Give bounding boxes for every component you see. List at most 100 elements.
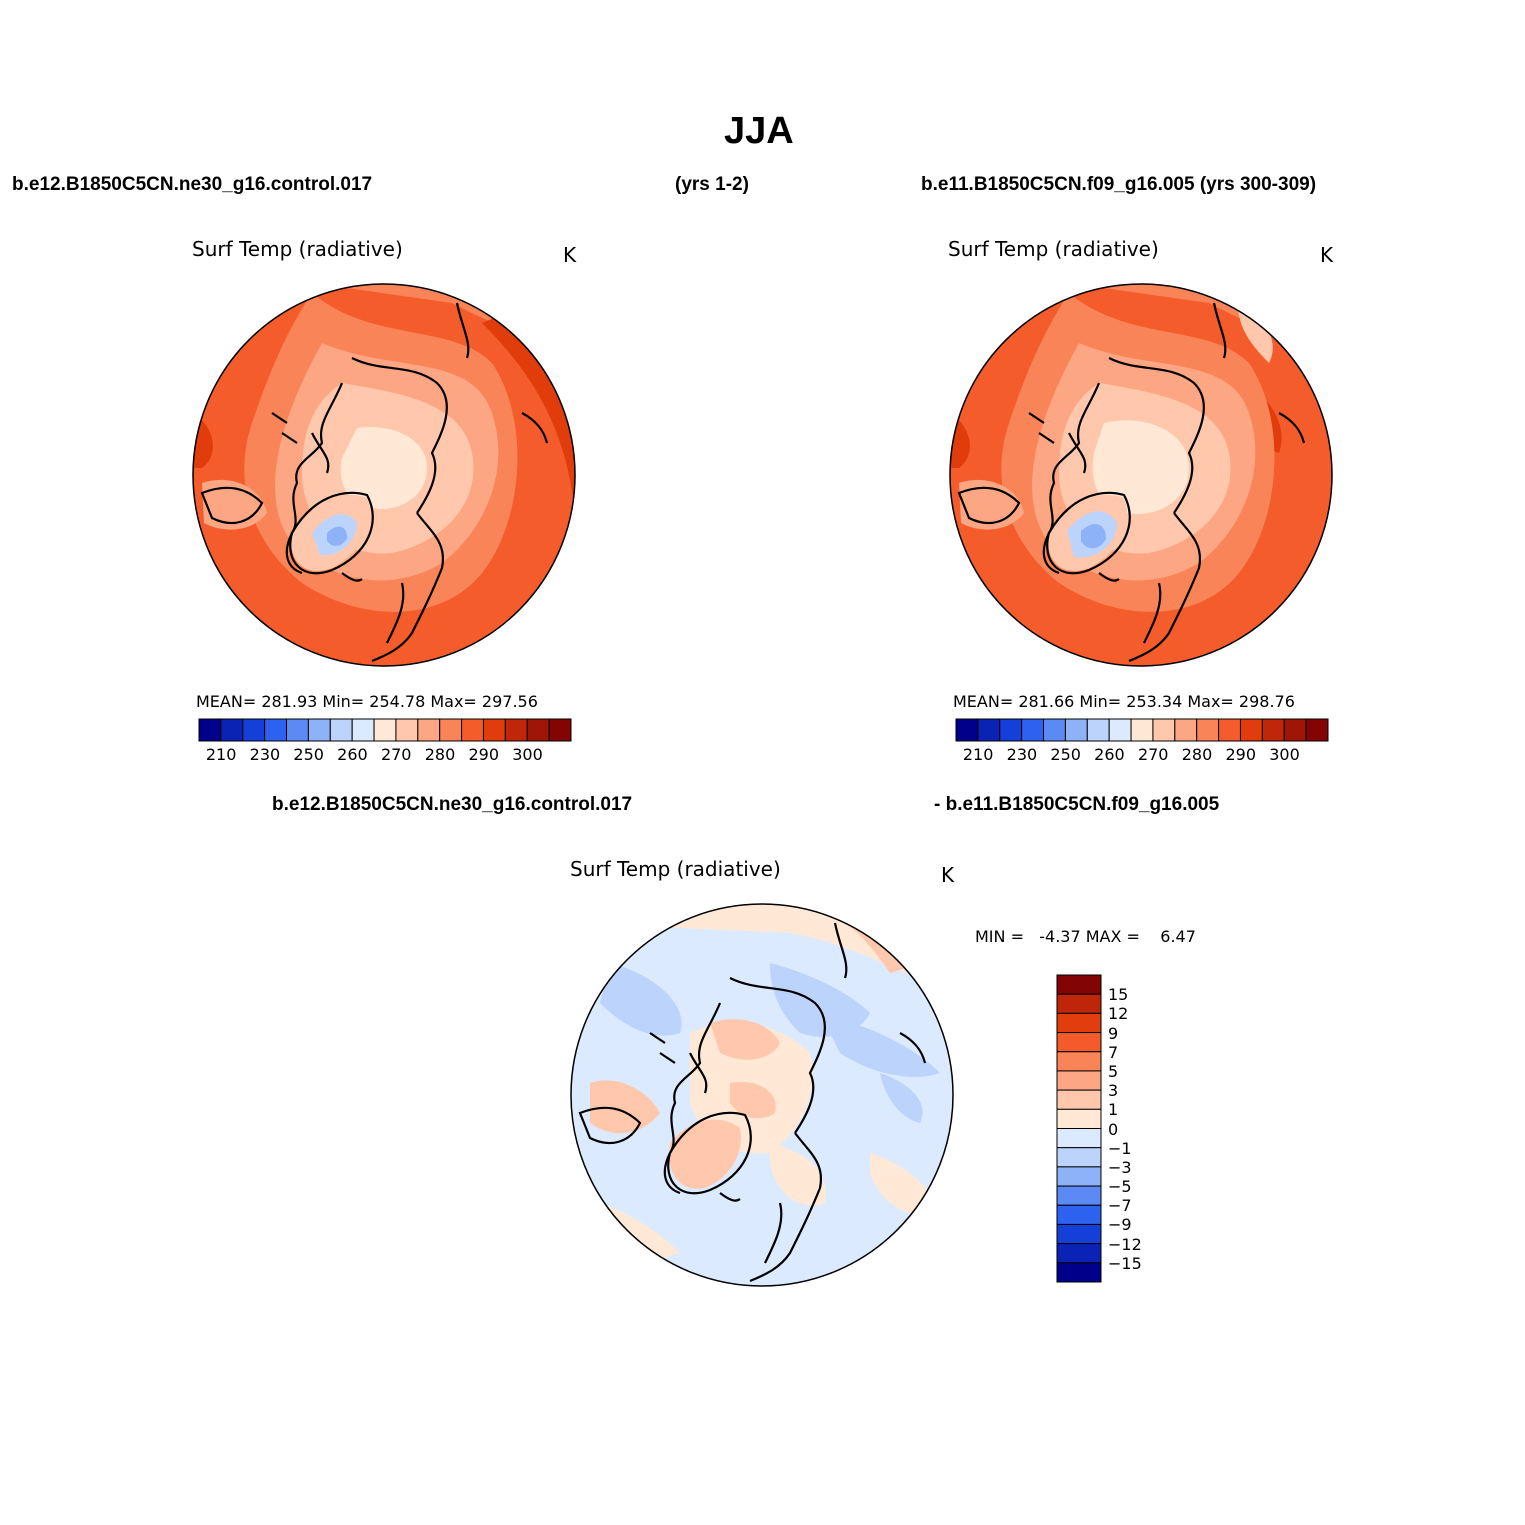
left-colorbar-swatch (198, 718, 222, 742)
diff-map-border (570, 903, 954, 1287)
diff-colorbar-tick-label: 15 (1108, 985, 1129, 1005)
diff-panel-title: Surf Temp (radiative) (570, 857, 781, 881)
left-panel-units: K (563, 243, 577, 267)
right-colorbar-swatch (1021, 718, 1045, 742)
right-colorbar-ticks: 210 230 250 260 270 280 290 300 (956, 745, 1328, 765)
right-colorbar-swatch (1239, 718, 1263, 742)
right-colorbar-swatch (1043, 718, 1066, 742)
left-colorbar-swatch (461, 718, 484, 742)
case-left-years: (yrs 1-2) (675, 174, 749, 195)
right-colorbar-tick-label: 280 (1181, 745, 1213, 764)
left-colorbar-swatch (395, 718, 419, 742)
diff-colorbar-ticks: 15 12 9 7 5 3 1 0 −1 −3 −5 −7 −9 −12 −15 (1108, 975, 1168, 1282)
right-colorbar-swatch (1174, 718, 1198, 742)
diff-panel-units: K (941, 863, 955, 887)
left-colorbar-swatch (526, 718, 550, 742)
diff-colorbar-swatch (1056, 1166, 1102, 1187)
diff-colorbar-tick-label: −1 (1108, 1138, 1132, 1158)
diff-case-right: - b.e11.B1850C5CN.f09_g16.005 (934, 794, 1220, 815)
left-colorbar-tick-label: 270 (380, 745, 412, 764)
diff-colorbar-tick-label: −15 (1108, 1253, 1142, 1273)
right-panel-title: Surf Temp (radiative) (948, 237, 1159, 261)
right-colorbar-swatch (1086, 718, 1110, 742)
diff-colorbar-swatch (1056, 993, 1102, 1014)
left-colorbar-tick-label: 250 (293, 745, 324, 764)
diff-colorbar-swatch (1056, 1051, 1102, 1072)
diff-colorbar-tick-label: 0 (1108, 1119, 1119, 1139)
left-colorbar-swatch (417, 718, 441, 742)
case-right-title: b.e11.B1850C5CN.f09_g16.005 (yrs 300-309… (921, 174, 1317, 195)
right-colorbar-tick-label: 270 (1137, 745, 1169, 764)
left-colorbar-tick-label: 260 (337, 745, 368, 764)
left-colorbar-ticks: 210 230 250 260 270 280 290 300 (199, 745, 571, 765)
left-polar-map (192, 283, 576, 667)
right-colorbar-swatch (999, 718, 1023, 742)
left-panel-title: Surf Temp (radiative) (192, 237, 403, 261)
left-coastlines (200, 302, 549, 663)
left-colorbar-swatch (264, 718, 288, 742)
diff-colorbar-tick-label: −12 (1108, 1234, 1142, 1254)
diff-colorbar-tick-label: −3 (1108, 1157, 1132, 1177)
right-colorbar-tick-label: 250 (1050, 745, 1081, 764)
diff-colorbar-swatch (1056, 1089, 1102, 1110)
left-colorbar-swatch (504, 718, 528, 742)
diff-colorbar-swatch (1056, 1012, 1102, 1034)
diff-colorbar-swatch (1056, 1108, 1102, 1129)
diff-colorbar-tick-label: −9 (1108, 1215, 1132, 1235)
left-colorbar-tick-label: 300 (512, 745, 543, 764)
right-colorbar-swatch (1305, 718, 1329, 742)
left-map-border (192, 283, 576, 667)
diff-colorbar-tick-label: 7 (1108, 1042, 1119, 1062)
left-colorbar-swatch (482, 718, 506, 742)
right-colorbar-tick-label: 260 (1094, 745, 1125, 764)
diff-colorbar-tick-label: −7 (1108, 1196, 1132, 1216)
right-colorbar-tick-label: 290 (1225, 745, 1257, 764)
diff-colorbar-swatch (1056, 1223, 1102, 1245)
diff-colorbar-tick-label: 12 (1108, 1004, 1129, 1024)
right-colorbar-tick-label: 300 (1269, 745, 1300, 764)
right-colorbar-swatch (1218, 718, 1241, 742)
diff-colorbar-swatch (1056, 1204, 1102, 1225)
left-colorbar-tick-label: 280 (424, 745, 456, 764)
diff-colorbar-swatch (1056, 1262, 1102, 1283)
diff-coastlines (578, 922, 927, 1283)
left-colorbar-tick-label: 210 (205, 745, 237, 764)
left-colorbar-swatch (548, 718, 572, 742)
right-polar-map (949, 283, 1333, 667)
left-colorbar-tick-label: 230 (249, 745, 281, 764)
right-colorbar-swatch (955, 718, 979, 742)
diff-colorbar-swatch (1056, 974, 1102, 995)
right-colorbar (955, 718, 1329, 742)
left-map-fill (193, 284, 575, 666)
right-colorbar-swatch (977, 718, 1001, 742)
diff-colorbar-tick-label: 3 (1108, 1081, 1119, 1101)
right-colorbar-swatch (1064, 718, 1088, 742)
diff-colorbar-tick-label: 1 (1108, 1100, 1119, 1120)
diff-colorbar-swatch (1056, 1128, 1102, 1149)
season-title: JJA (724, 110, 794, 152)
case-left-title: b.e12.B1850C5CN.ne30_g16.control.017 (12, 174, 373, 195)
diff-colorbar-swatch (1056, 1243, 1102, 1264)
diff-colorbar-tick-label: −5 (1108, 1177, 1132, 1197)
right-colorbar-swatch (1283, 718, 1307, 742)
right-colorbar-swatch (1196, 718, 1220, 742)
diff-colorbar-swatch (1056, 1147, 1102, 1168)
diff-case-left: b.e12.B1850C5CN.ne30_g16.control.017 (272, 794, 633, 815)
diff-colorbar-tick-label: 9 (1108, 1023, 1119, 1043)
right-colorbar-swatch (1261, 718, 1285, 742)
left-colorbar-swatch (373, 718, 397, 742)
left-colorbar-swatch (439, 718, 463, 742)
left-colorbar-swatch (307, 718, 331, 742)
diff-colorbar-swatch (1056, 1070, 1102, 1091)
right-colorbar-swatch (1130, 718, 1154, 742)
left-colorbar-swatch (286, 718, 309, 742)
left-colorbar-swatch (220, 718, 244, 742)
left-panel-stats: MEAN= 281.93 Min= 254.78 Max= 297.56 (196, 692, 538, 711)
left-colorbar-swatch (242, 718, 266, 742)
diff-colorbar-swatch (1056, 1185, 1102, 1206)
right-colorbar-tick-label: 230 (1006, 745, 1038, 764)
left-colorbar-swatch (351, 718, 375, 742)
right-panel-stats: MEAN= 281.66 Min= 253.34 Max= 298.76 (953, 692, 1295, 711)
diff-colorbar-swatch (1056, 1032, 1102, 1053)
left-colorbar-swatch (329, 718, 353, 742)
